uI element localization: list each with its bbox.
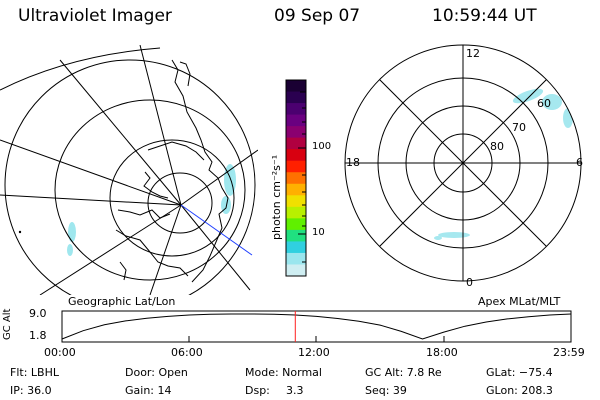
mlt-label-12: 12 [466, 47, 480, 60]
mlat-label-60: 60 [537, 97, 551, 110]
timeline-x-tick: 18:00 [426, 346, 458, 359]
timeline-x-tick: 12:00 [298, 346, 330, 359]
colorbar-segment [286, 80, 306, 93]
dsp-label: Dsp: [245, 384, 270, 397]
colorbar-segment [286, 229, 306, 242]
instrument-title: Ultraviolet Imager [18, 6, 172, 26]
timeline-axis-label: GC Alt [2, 308, 13, 340]
dsp-value: 3.3 [286, 384, 304, 397]
seq-value: Seq: 39 [365, 384, 407, 397]
coastline [115, 59, 229, 283]
gain-value: Gain: 14 [125, 384, 172, 397]
colorbar-segment [286, 183, 306, 196]
colorbar-segment [286, 114, 306, 127]
colorbar-tick-10: 10 [312, 227, 325, 238]
date-label: 09 Sep 07 [274, 6, 361, 26]
mode-value: Mode: Normal [245, 366, 322, 379]
colorbar-tick-100: 100 [312, 141, 332, 152]
geographic-map [0, 45, 258, 295]
colorbar-segment [286, 160, 306, 173]
mlat-label-80: 80 [490, 140, 504, 153]
mlt-label-18: 18 [346, 156, 360, 169]
colorbar-segment [286, 126, 306, 139]
right-panel-label: Apex MLat/MLT [478, 295, 561, 308]
timeline-y-tick-min: 1.8 [29, 329, 47, 342]
glon-value: GLon: 208.3 [486, 384, 553, 397]
colorbar-segment [286, 149, 306, 162]
altitude-timeline [61, 310, 572, 343]
colorbar-segment [286, 103, 306, 116]
colorbar-segment [286, 252, 306, 265]
left-panel-label: Geographic Lat/Lon [68, 295, 176, 308]
altitude-curve [61, 313, 572, 340]
timeline-x-tick: 06:00 [171, 346, 203, 359]
gc-alt-value: GC Alt: 7.8 Re [365, 366, 442, 379]
timeline-x-tick: 23:59 [553, 346, 585, 359]
door-status: Door: Open [125, 366, 188, 379]
colorbar-segment [286, 91, 306, 104]
colorbar-segment [286, 195, 306, 208]
time-label: 10:59:44 UT [432, 6, 537, 26]
filter-value: Flt: LBHL [10, 366, 59, 379]
mlat-label-70: 70 [512, 121, 526, 134]
colorbar [286, 80, 306, 277]
colorbar-unit-label: photon cm⁻²s⁻¹ [270, 154, 283, 240]
colorbar-segment [286, 241, 306, 254]
colorbar-segment [286, 264, 306, 277]
colorbar-segment [286, 206, 306, 219]
mlt-label-0: 0 [466, 276, 473, 289]
colorbar-segment [286, 137, 306, 150]
glat-value: GLat: −75.4 [486, 366, 553, 379]
colorbar-segment [286, 172, 306, 185]
timeline-x-tick: 00:00 [44, 346, 76, 359]
polar-plot [344, 44, 582, 282]
timeline-y-tick-max: 9.0 [29, 307, 47, 320]
colorbar-segment [286, 218, 306, 231]
mlt-label-6: 6 [576, 156, 583, 169]
ip-value: IP: 36.0 [10, 384, 52, 397]
